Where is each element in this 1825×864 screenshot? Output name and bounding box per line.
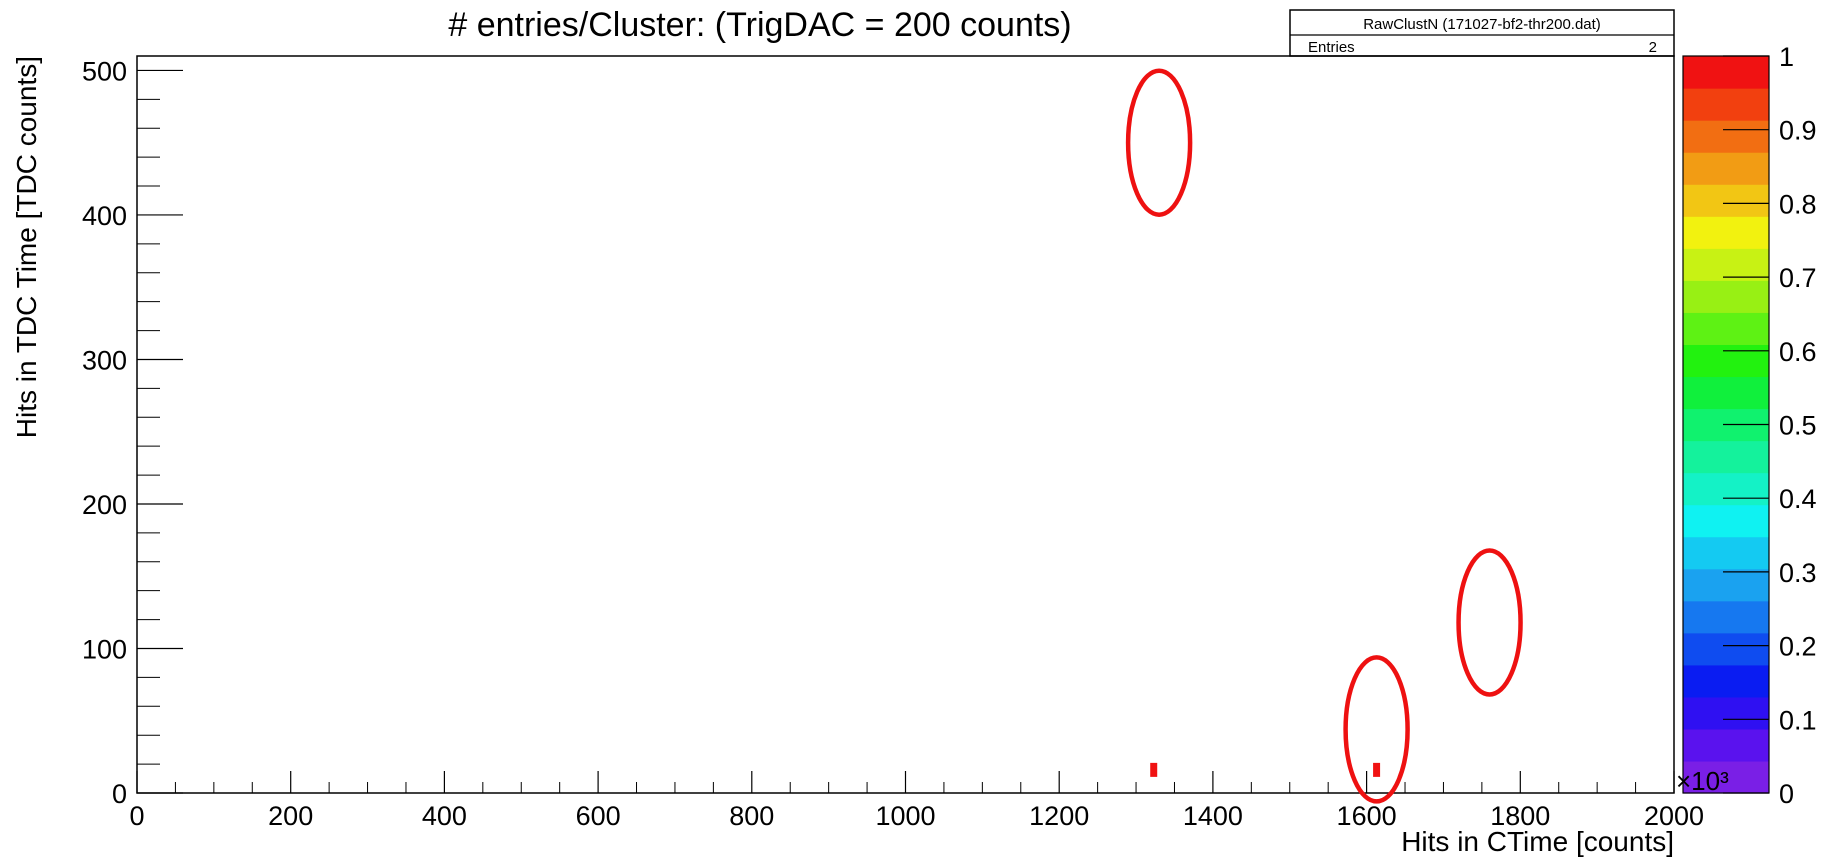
colorbar-swatch: [1683, 312, 1769, 345]
stats-box-title: RawClustN (171027-bf2-thr200.dat): [1363, 16, 1601, 33]
x-tick-label: 2000: [1644, 801, 1704, 831]
y-axis: 0 100 200 300 400 500: [82, 56, 183, 809]
colorbar-tick-label: 0.2: [1779, 632, 1817, 662]
colorbar-swatch: [1683, 88, 1769, 121]
x-axis-label: Hits in CTime [counts]: [1401, 826, 1674, 857]
x-tick-label: 1800: [1490, 801, 1550, 831]
colorbar-swatch: [1683, 280, 1769, 313]
data-points: [1150, 762, 1381, 777]
colorbar-swatch: [1683, 664, 1769, 698]
annotation-ellipse: [1343, 655, 1410, 804]
colorbar-swatch: [1683, 632, 1769, 666]
x-tick-label: 1000: [875, 801, 935, 831]
colorbar-swatch: [1683, 696, 1769, 730]
y-tick-label: 500: [82, 56, 127, 86]
colorbar-swatch: [1683, 600, 1769, 634]
colorbar-tick-label: 0.6: [1779, 337, 1817, 367]
colorbar-swatch: [1683, 440, 1769, 474]
colorbar-tick-label: 0.9: [1779, 116, 1817, 146]
colorbar-swatch: [1683, 344, 1769, 378]
colorbar-tick-label: 0: [1779, 779, 1794, 809]
y-tick-label: 400: [82, 201, 127, 231]
colorbar: 0 0.1 0.2 0.3 0.4 0.5 0.6 0.7 0.8 0.9 1: [1682, 42, 1817, 809]
colorbar-swatch: [1683, 760, 1769, 794]
colorbar-swatch: [1683, 504, 1769, 538]
chart-title: # entries/Cluster: (TrigDAC = 200 counts…: [448, 6, 1071, 44]
colorbar-swatch: [1683, 152, 1769, 185]
colorbar-swatch: [1683, 728, 1769, 762]
x-tick-label: 0: [129, 801, 144, 831]
stats-box-entries-label: Entries: [1308, 39, 1355, 56]
colorbar-swatch: [1683, 120, 1769, 153]
colorbar-swatch: [1683, 536, 1769, 570]
colorbar-tick-label: 0.8: [1779, 189, 1817, 219]
annotation-ellipse: [1456, 548, 1523, 697]
colorbar-tick-label: 0.1: [1779, 705, 1817, 735]
colorbar-swatch: [1683, 568, 1769, 602]
colorbar-tick-label: 0.5: [1779, 411, 1817, 441]
x-tick-label: 1600: [1337, 801, 1397, 831]
x-tick-label: 400: [422, 801, 467, 831]
y-tick-label: 0: [112, 779, 127, 809]
data-point: [1150, 762, 1158, 777]
colorbar-swatch: [1683, 216, 1769, 249]
colorbar-tick-label: 0.3: [1779, 558, 1817, 588]
plot-frame: [136, 55, 1675, 794]
colorbar-tick-label: 1: [1779, 42, 1794, 72]
annotation-ellipse: [1125, 68, 1193, 217]
colorbar-swatch: [1683, 472, 1769, 506]
colorbar-swatch: [1683, 184, 1769, 217]
y-axis-label: Hits in TDC Time [TDC counts]: [11, 56, 42, 438]
x-tick-label: 600: [576, 801, 621, 831]
colorbar-swatch: [1683, 248, 1769, 281]
x-tick-label: 800: [729, 801, 774, 831]
colorbar-tick-label: 0.4: [1779, 484, 1817, 514]
x-axis: 0 200 400 600 800 1000 1200 1400 1600 1800 2000: [129, 771, 1704, 831]
x-tick-label: 200: [268, 801, 313, 831]
data-point: [1373, 762, 1381, 777]
x-tick-label: 1200: [1029, 801, 1089, 831]
y-tick-label: 300: [82, 345, 127, 375]
x-multiplier-label: ×10³: [1676, 766, 1729, 796]
colorbar-tick-label: 0.7: [1779, 263, 1817, 293]
y-tick-label: 200: [82, 490, 127, 520]
colorbar-swatch: [1683, 376, 1769, 410]
stats-box: RawClustN (171027-bf2-thr200.dat) Entrie…: [1289, 9, 1675, 57]
stats-box-entries-value: 2: [1649, 39, 1657, 56]
x-tick-label: 1400: [1183, 801, 1243, 831]
annotations: [1125, 68, 1523, 804]
colorbar-swatch: [1683, 56, 1769, 89]
y-tick-label: 100: [82, 634, 127, 664]
